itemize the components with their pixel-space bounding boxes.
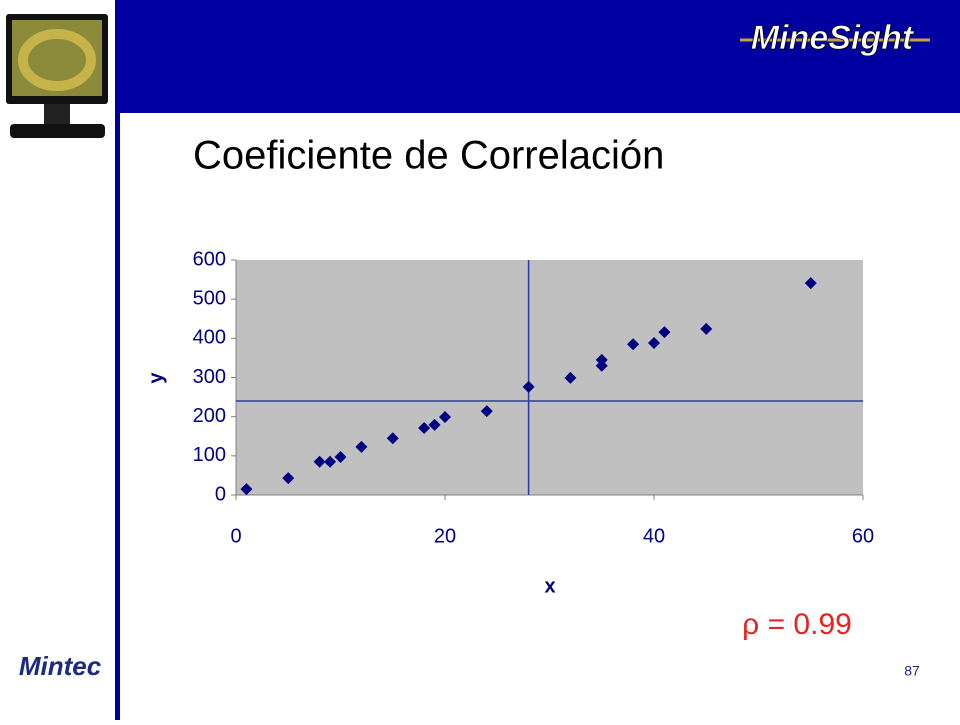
x-tick-label: 0 — [230, 525, 241, 547]
screen-art — [18, 29, 96, 91]
data-point — [428, 418, 441, 431]
slide-title: Coeficiente de Correlación — [193, 134, 664, 178]
x-axis-label: x — [544, 575, 555, 597]
y-tick-label: 400 — [193, 327, 226, 349]
monitor-base — [10, 124, 105, 138]
data-point — [355, 440, 368, 453]
data-point — [804, 277, 817, 290]
x-tick-label: 60 — [852, 525, 874, 547]
data-point — [418, 422, 431, 435]
data-point — [700, 322, 713, 335]
data-point — [313, 455, 326, 468]
left-rule — [115, 0, 120, 720]
data-point — [480, 405, 493, 418]
data-point — [439, 411, 451, 424]
data-point — [658, 326, 671, 339]
data-point — [648, 337, 660, 350]
y-tick-label: 600 — [193, 248, 226, 270]
y-axis-label: y — [145, 372, 167, 384]
data-point — [386, 432, 399, 445]
header-band — [120, 0, 960, 113]
monitor-neck — [44, 104, 70, 124]
header-logo: MineSight — [751, 19, 915, 57]
monitor-icon — [6, 14, 108, 138]
y-tick-label: 300 — [193, 366, 226, 388]
y-tick-label: 100 — [193, 444, 226, 466]
y-tick-label: 200 — [193, 405, 226, 427]
x-tick-label: 20 — [434, 525, 456, 547]
data-point — [595, 359, 608, 372]
footer-logo: Mintec — [19, 651, 102, 681]
y-tick-label: 500 — [193, 287, 226, 309]
data-point — [564, 371, 577, 384]
data-point — [240, 483, 253, 496]
x-tick-label: 40 — [643, 525, 665, 547]
data-point — [522, 380, 535, 393]
page-number: 87 — [904, 663, 920, 679]
annotation: ρ = 0.99 — [742, 608, 852, 641]
data-point — [282, 472, 295, 485]
data-point — [334, 451, 347, 464]
y-tick-label: 0 — [215, 483, 226, 505]
data-point — [324, 455, 337, 468]
data-point — [627, 338, 640, 351]
